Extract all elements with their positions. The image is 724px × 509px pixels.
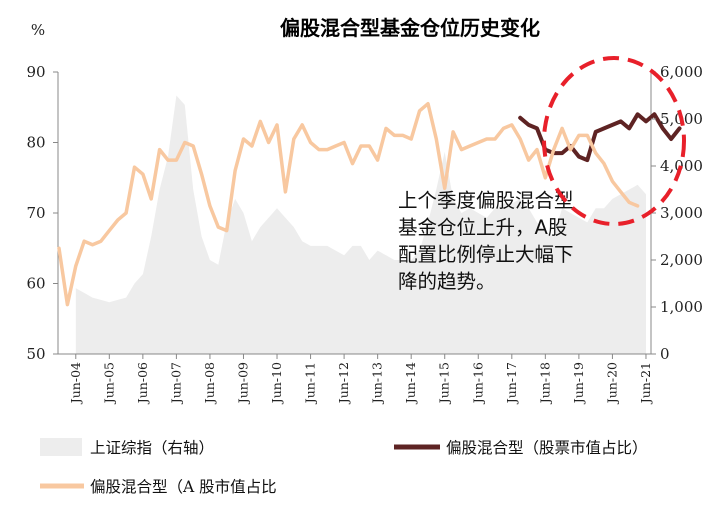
- annotation-text-line: 基金仓位上升，A股: [398, 216, 567, 239]
- x-tick-label: Jun-16: [470, 362, 485, 405]
- x-tick-label: Jun-15: [437, 362, 452, 405]
- left-tick-label: 50: [26, 345, 45, 363]
- x-tick-label: Jun-09: [235, 362, 250, 405]
- right-tick-label: 2,000: [660, 251, 703, 269]
- annotation-text-line: 上个季度偏股混合型: [398, 189, 574, 212]
- x-tick-label: Jun-21: [638, 362, 653, 405]
- left-tick-label: 70: [26, 204, 45, 222]
- annotation-text-line: 降的趋势。: [398, 270, 496, 293]
- x-tick-label: Jun-05: [101, 362, 116, 405]
- left-tick-label: 90: [26, 63, 45, 81]
- x-axis-ticks: Jun-04 Jun-05 Jun-06 Jun-07 Jun-08 Jun-09 Jun-…: [68, 354, 653, 405]
- line-series-layer: [57, 101, 682, 307]
- x-tick-label: Jun-11: [303, 362, 318, 405]
- right-tick-label: 1,000: [660, 298, 703, 316]
- right-tick-label: 3,000: [660, 204, 703, 222]
- series-line-2: [57, 101, 640, 307]
- x-tick-label: Jun-18: [537, 362, 552, 405]
- legend-swatch-index: [40, 438, 82, 456]
- x-tick-label: Jun-19: [571, 362, 586, 405]
- index-area-layer: [75, 95, 647, 354]
- chart-title: 偏股混合型基金仓位历史变化: [280, 16, 540, 40]
- x-tick-label: Jun-08: [202, 362, 217, 405]
- legend-label-a-share-ratio: 偏股混合型（A 股市值占比: [90, 478, 277, 496]
- x-tick-label: Jun-10: [269, 362, 284, 405]
- x-tick-label: Jun-04: [68, 362, 83, 405]
- left-axis-unit: %: [31, 21, 45, 39]
- x-tick-label: Jun-12: [336, 362, 351, 405]
- x-tick-label: Jun-13: [370, 362, 385, 405]
- series-line-1: [518, 112, 682, 163]
- x-tick-label: Jun-07: [168, 362, 183, 405]
- legend: 上证综指（右轴） 偏股混合型（股票市值占比） 偏股混合型（A 股市值占比: [40, 438, 648, 496]
- legend-label-index: 上证综指（右轴）: [90, 439, 214, 457]
- annotation-text-line: 配置比例停止大幅下: [398, 243, 574, 266]
- series-area-index: [75, 95, 647, 354]
- right-tick-label: 0: [660, 345, 670, 363]
- left-axis-ticks: 50 60 70 80 90: [26, 63, 58, 363]
- x-tick-label: Jun-20: [604, 362, 619, 405]
- left-tick-label: 80: [26, 134, 45, 152]
- x-tick-label: Jun-17: [504, 362, 519, 405]
- left-tick-label: 60: [26, 275, 45, 293]
- highlight-ellipse: [542, 56, 686, 226]
- x-tick-label: Jun-14: [403, 362, 418, 405]
- right-tick-label: 6,000: [660, 63, 703, 81]
- legend-label-stock-ratio: 偏股混合型（股票市值占比）: [446, 439, 648, 457]
- x-tick-label: Jun-06: [135, 362, 150, 405]
